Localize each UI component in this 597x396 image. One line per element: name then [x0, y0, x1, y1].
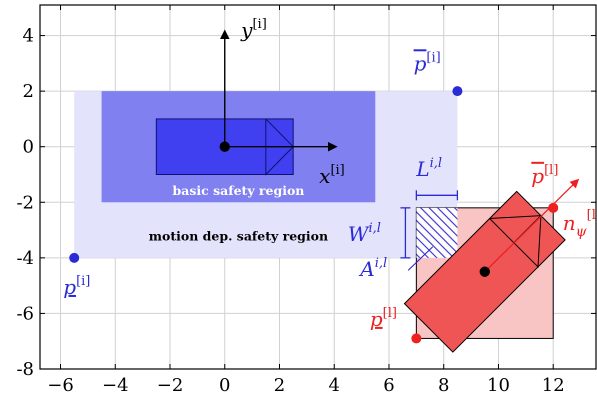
area-label: Ai,l	[358, 256, 387, 281]
y-tick-label: -2	[16, 192, 34, 213]
width-label: Wi,l	[348, 221, 381, 246]
heading-arrow	[484, 178, 580, 273]
y-tick-label: 2	[23, 81, 34, 102]
p-lower-l-point	[411, 333, 422, 344]
x-tick-label: 4	[329, 375, 340, 396]
p-upper-i-point	[452, 86, 463, 97]
vehicle-l-center	[479, 266, 490, 277]
x-tick-label: 0	[219, 375, 230, 396]
x-tick-label: 8	[438, 375, 449, 396]
x-tick-label: 12	[542, 375, 565, 396]
p-upper-l-label: p[l]	[531, 163, 558, 188]
x-tick-label: −2	[157, 375, 184, 396]
area-leader-line	[407, 246, 434, 271]
y-tick-label: -4	[16, 248, 34, 269]
y-tick-label: -8	[16, 359, 34, 380]
p-upper-i-label: p[i]	[414, 50, 441, 75]
heading-label: nψ[l]	[563, 208, 597, 240]
x-tick-label: −4	[102, 375, 129, 396]
p-lower-i-point	[69, 252, 80, 263]
p-lower-i-label: p[i]	[63, 274, 90, 299]
annotations: x[i]y[i]p[i]p[i]p[l]p[l]nψ[l]Li,lWi,lAi,…	[63, 17, 597, 344]
y-tick-label: -6	[16, 303, 34, 324]
length-label: Li,l	[415, 156, 442, 181]
x-axis-i-label: x[i]	[319, 163, 345, 188]
y-tick-label: 4	[23, 26, 34, 47]
x-tick-label: 10	[487, 375, 510, 396]
x-tick-label: 6	[383, 375, 394, 396]
plot-frame	[39, 4, 597, 370]
x-tick-label: 2	[274, 375, 285, 396]
y-axis-i-label: y[i]	[240, 17, 267, 42]
overlap-area	[416, 207, 458, 258]
vehicle-i-origin	[219, 141, 230, 152]
axes: −6 −4 −2 0 2 4 6 8 10 12 4 2 0 -2 -4 -6 -8	[16, 4, 597, 396]
p-upper-l-point	[548, 202, 559, 213]
vehicles	[155, 29, 580, 353]
basic-region-label: basic safety region	[172, 183, 304, 198]
y-tick-label: 0	[23, 137, 34, 158]
x-tick-label: −6	[47, 375, 74, 396]
p-lower-l-label: p[l]	[370, 306, 397, 331]
motion-region-label: motion dep. safety region	[149, 229, 328, 244]
